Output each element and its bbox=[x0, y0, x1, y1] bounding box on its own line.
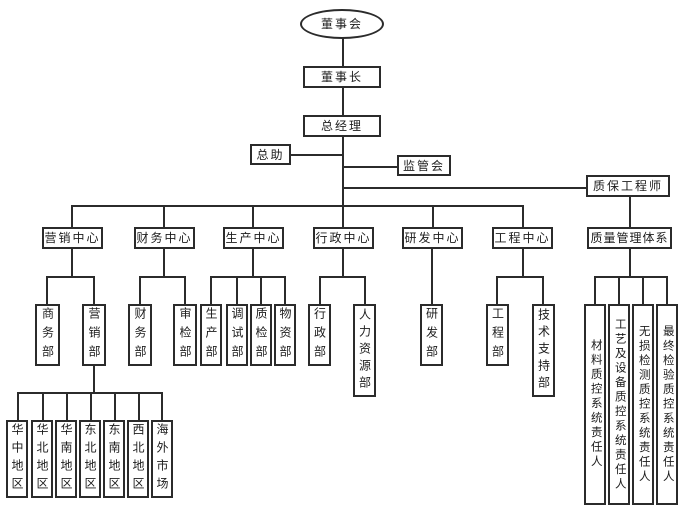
connector bbox=[71, 249, 73, 277]
node-supervisory-committee: 监管会 bbox=[397, 155, 451, 176]
node-qc-role-ndt: 无损检测质控系统责任人 bbox=[632, 304, 654, 505]
node-dept-tech-support: 技术支持部 bbox=[532, 304, 555, 397]
node-dept-audit: 审检部 bbox=[173, 304, 197, 366]
node-dept-engineering: 工程部 bbox=[486, 304, 509, 366]
node-dept-rd: 研发部 bbox=[420, 304, 443, 366]
connector bbox=[252, 205, 254, 227]
connector bbox=[17, 392, 19, 420]
connector bbox=[236, 276, 238, 304]
connector bbox=[210, 276, 212, 304]
connector bbox=[163, 249, 165, 277]
node-qc-role-process-equipment: 工艺及设备质控系统责任人 bbox=[608, 304, 630, 505]
node-gm-assistant: 总助 bbox=[250, 144, 291, 165]
connector bbox=[642, 276, 644, 304]
connector bbox=[163, 205, 165, 227]
node-region-north-china: 华北地区 bbox=[31, 420, 53, 498]
connector bbox=[342, 166, 398, 168]
connector bbox=[522, 205, 524, 227]
connector bbox=[342, 88, 344, 116]
connector bbox=[542, 276, 544, 304]
connector bbox=[46, 276, 48, 304]
connector bbox=[594, 276, 596, 304]
connector bbox=[290, 154, 344, 156]
node-dept-quality-inspection: 质检部 bbox=[250, 304, 272, 366]
connector bbox=[319, 276, 366, 278]
node-dept-finance: 财务部 bbox=[128, 304, 152, 366]
node-chairman: 董事长 bbox=[303, 66, 381, 88]
node-center-quality-system: 质量管理体系 bbox=[587, 227, 672, 249]
connector bbox=[161, 392, 163, 420]
connector bbox=[629, 249, 631, 277]
node-dept-materials: 物资部 bbox=[274, 304, 296, 366]
connector bbox=[93, 366, 95, 393]
connector bbox=[66, 392, 68, 420]
connector bbox=[139, 276, 186, 278]
node-center-rd: 研发中心 bbox=[402, 227, 463, 249]
node-board: 董事会 bbox=[300, 9, 384, 39]
node-region-south-china: 华南地区 bbox=[55, 420, 77, 498]
connector bbox=[629, 197, 631, 227]
node-dept-commissioning: 调试部 bbox=[226, 304, 248, 366]
connector bbox=[139, 276, 141, 304]
node-center-production: 生产中心 bbox=[223, 227, 284, 249]
node-qa-engineer: 质保工程师 bbox=[586, 175, 670, 197]
node-qc-role-material: 材料质控系统责任人 bbox=[584, 304, 606, 505]
connector bbox=[138, 392, 140, 420]
connector bbox=[666, 276, 668, 304]
node-general-manager: 总经理 bbox=[303, 115, 381, 137]
node-center-marketing: 营销中心 bbox=[42, 227, 103, 249]
connector bbox=[114, 392, 116, 420]
connector bbox=[496, 276, 498, 304]
connector bbox=[71, 205, 73, 227]
connector bbox=[618, 276, 620, 304]
connector bbox=[319, 276, 321, 304]
node-dept-business: 商务部 bbox=[35, 304, 60, 366]
connector bbox=[42, 392, 44, 420]
node-dept-human-resources: 人力资源部 bbox=[353, 304, 376, 397]
connector bbox=[364, 276, 366, 304]
connector bbox=[342, 187, 588, 189]
node-region-central-china: 华中地区 bbox=[6, 420, 28, 498]
connector bbox=[342, 205, 344, 227]
connector bbox=[431, 249, 433, 304]
node-region-southeast: 东南地区 bbox=[103, 420, 125, 498]
node-center-admin: 行政中心 bbox=[313, 227, 374, 249]
node-region-overseas: 海外市场 bbox=[151, 420, 173, 498]
connector bbox=[342, 38, 344, 66]
connector bbox=[522, 249, 524, 277]
connector bbox=[496, 276, 544, 278]
node-qc-role-final-inspection: 最终检验质控系统责任人 bbox=[656, 304, 678, 505]
connector bbox=[71, 205, 524, 207]
connector bbox=[432, 205, 434, 227]
connector bbox=[252, 249, 254, 277]
node-dept-marketing: 营销部 bbox=[82, 304, 106, 366]
node-region-northeast: 东北地区 bbox=[79, 420, 101, 498]
connector bbox=[93, 276, 95, 304]
connector bbox=[90, 392, 92, 420]
connector bbox=[594, 276, 668, 278]
node-center-finance: 财务中心 bbox=[134, 227, 195, 249]
connector bbox=[284, 276, 286, 304]
node-dept-administration: 行政部 bbox=[308, 304, 331, 366]
connector bbox=[342, 249, 344, 277]
connector bbox=[184, 276, 186, 304]
connector bbox=[260, 276, 262, 304]
connector bbox=[210, 276, 286, 278]
node-region-northwest: 西北地区 bbox=[127, 420, 149, 498]
connector bbox=[46, 276, 95, 278]
node-center-engineering: 工程中心 bbox=[492, 227, 553, 249]
connector bbox=[342, 137, 344, 207]
node-dept-production: 生产部 bbox=[200, 304, 222, 366]
